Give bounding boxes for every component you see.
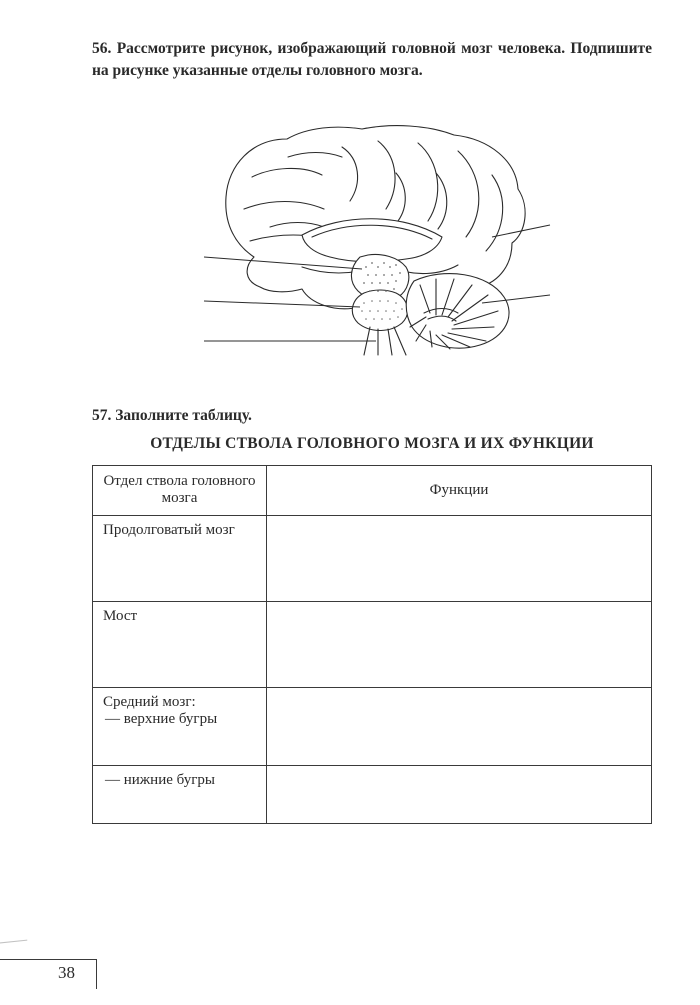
row1-value[interactable]: [267, 515, 652, 601]
page-footer: 38: [0, 959, 700, 989]
row3-sub1: — верхние бугры: [103, 711, 217, 727]
brain-stem-table: Отдел ствола головного мозга Функции Про…: [92, 465, 652, 824]
task-56-number: 56.: [92, 40, 111, 57]
row2-label: Мост: [93, 601, 267, 687]
table-row: Средний мозг: — верхние бугры: [93, 687, 652, 765]
task-57-number: 57.: [92, 407, 111, 424]
row4-sub: — нижние бугры: [103, 772, 215, 788]
page-number: 38: [58, 963, 75, 983]
row3-title: Средний мозг:: [103, 694, 196, 710]
brain-figure: [92, 117, 652, 357]
col1-header: Отдел ствола головного мозга: [93, 465, 267, 515]
col2-header: Функции: [267, 465, 652, 515]
row3-label: Средний мозг: — верхние бугры: [93, 687, 267, 765]
row1-label: Продолговатый мозг: [93, 515, 267, 601]
task-56-text: 56. Рассмотрите рисунок, изображающий го…: [92, 38, 652, 83]
footer-rule-h: [0, 959, 96, 960]
task-57-heading: 57. Заполните таблицу.: [92, 407, 652, 425]
task-56-body: Рассмотрите рисунок, изображающий головн…: [92, 40, 652, 79]
table-title: ОТДЕЛЫ СТВОЛА ГОЛОВНОГО МОЗГА И ИХ ФУНКЦ…: [92, 435, 652, 453]
task-57-label: Заполните таблицу.: [115, 407, 252, 424]
table-row: Мост: [93, 601, 652, 687]
table-header-row: Отдел ствола головного мозга Функции: [93, 465, 652, 515]
row4-value[interactable]: [267, 765, 652, 823]
footer-rule-v: [96, 959, 97, 989]
row4-label: — нижние бугры: [93, 765, 267, 823]
row3-value[interactable]: [267, 687, 652, 765]
brain-svg: [192, 117, 552, 357]
table-row: — нижние бугры: [93, 765, 652, 823]
scan-artifact: [0, 940, 29, 957]
table-row: Продолговатый мозг: [93, 515, 652, 601]
row2-value[interactable]: [267, 601, 652, 687]
